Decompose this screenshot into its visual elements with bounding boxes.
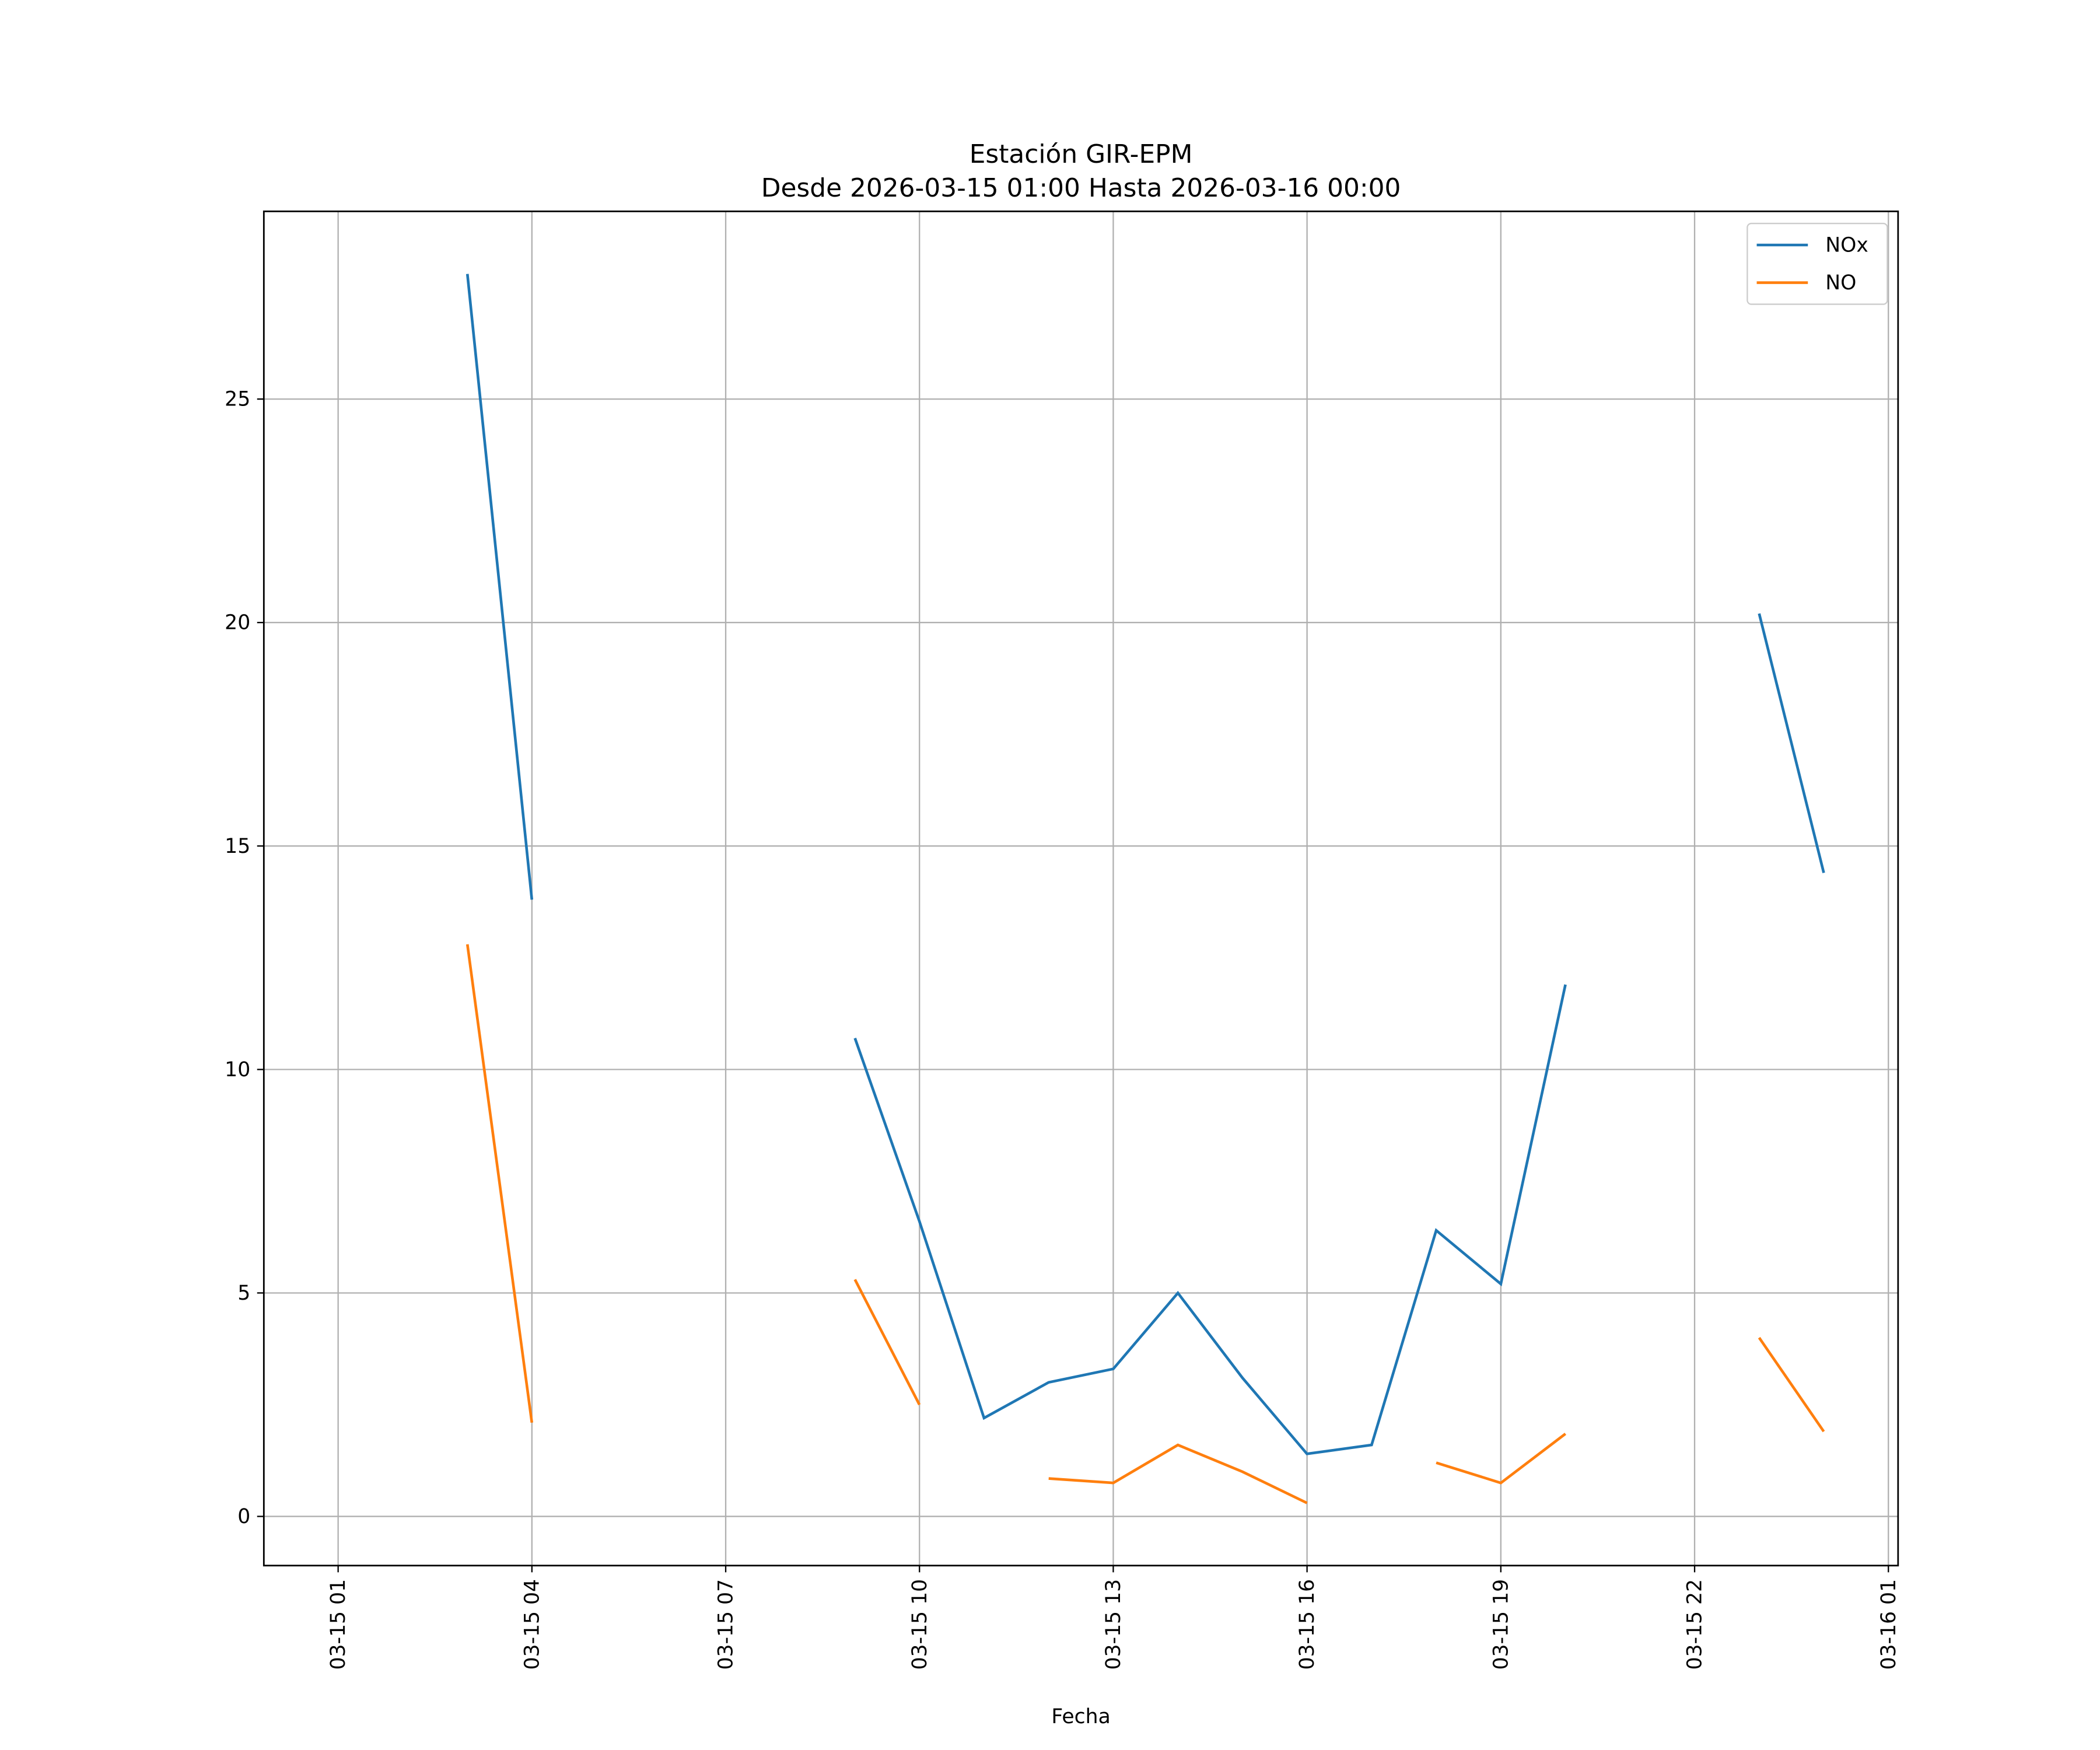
x-tick-label: 03-16 01 [1877,1579,1901,1670]
series-nox-line [853,984,1567,1455]
series-no-line [853,1279,921,1406]
x-tick-label: 03-15 04 [520,1579,544,1670]
y-tick-label: 0 [237,1505,250,1528]
y-tick-label: 20 [225,611,250,635]
x-tick-label: 03-15 10 [908,1579,932,1670]
y-tick-label: 10 [225,1058,250,1082]
y-tick-label: 15 [225,835,250,858]
y-tick-label: 5 [237,1282,250,1305]
legend: NOx NO [1746,222,1888,305]
chart-title: Estación GIR-EPM [970,139,1193,169]
series-no-line [1436,1433,1567,1485]
series-no-line [466,944,534,1423]
series-nox-line [466,274,534,900]
legend-label-no: NO [1825,271,1856,295]
x-tick-label: 03-15 13 [1102,1579,1125,1670]
legend-label-nox: NOx [1825,234,1868,257]
y-tick-label: 25 [225,388,250,411]
x-tick-label: 03-15 01 [327,1579,350,1670]
chart-subtitle: Desde 2026-03-15 01:00 Hasta 2026-03-16 … [761,173,1401,203]
plot-frame [262,210,1899,1567]
x-tick-label: 03-15 16 [1296,1579,1319,1670]
series-no-line [1758,1336,1825,1433]
series-no-line [1048,1443,1308,1504]
x-tick-label: 03-15 07 [715,1579,738,1670]
x-axis-label: Fecha [1051,1705,1110,1728]
x-tick-label: 03-15 19 [1489,1579,1513,1670]
x-tick-label: 03-15 22 [1684,1579,1707,1670]
series-nox-line [1758,613,1825,873]
